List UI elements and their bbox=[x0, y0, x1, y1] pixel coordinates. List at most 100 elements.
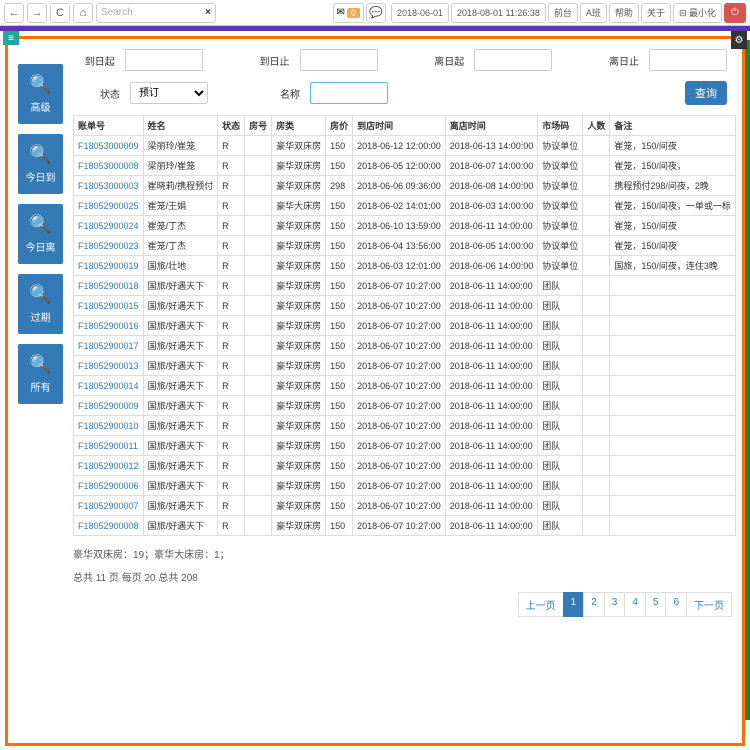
col-header[interactable]: 市场码 bbox=[538, 116, 583, 136]
help-button[interactable]: 帮助 bbox=[609, 3, 639, 23]
cell: 团队 bbox=[538, 396, 583, 416]
table-row[interactable]: F18052900009国旅/好遇天下R豪华双床房1502018-06-07 1… bbox=[74, 396, 736, 416]
table-row[interactable]: F18052900019国旅/壮地R豪华双床房1502018-06-03 12:… bbox=[74, 256, 736, 276]
bill-link[interactable]: F18052900025 bbox=[78, 201, 139, 211]
col-header[interactable]: 到店时间 bbox=[353, 116, 446, 136]
cell: 协议单位 bbox=[538, 196, 583, 216]
table-row[interactable]: F18052900016国旅/好遇天下R豪华双床房1502018-06-07 1… bbox=[74, 316, 736, 336]
table-row[interactable]: F18052900006国旅/好遇天下R豪华双床房1502018-06-07 1… bbox=[74, 476, 736, 496]
bill-link[interactable]: F18052900018 bbox=[78, 281, 139, 291]
power-button[interactable]: ⏻ bbox=[724, 3, 746, 23]
col-header[interactable]: 姓名 bbox=[143, 116, 218, 136]
table-row[interactable]: F18052900014国旅/好遇天下R豪华双床房1502018-06-07 1… bbox=[74, 376, 736, 396]
table-row[interactable]: F18052900011国旅/好遇天下R豪华双床房1502018-06-07 1… bbox=[74, 436, 736, 456]
sidebar-item-0[interactable]: 🔍高级 bbox=[18, 64, 63, 124]
cell bbox=[583, 276, 610, 296]
menu-icon[interactable]: ≡ bbox=[3, 31, 19, 45]
bill-link[interactable]: F18052900006 bbox=[78, 481, 139, 491]
bill-link[interactable]: F18052900024 bbox=[78, 221, 139, 231]
bill-link[interactable]: F18052900011 bbox=[78, 441, 138, 451]
table-row[interactable]: F18053000009梁丽玲/崔笼R豪华双床房1502018-06-12 12… bbox=[74, 136, 736, 156]
table-row[interactable]: F18053000008梁丽玲/崔笼R豪华双床房1502018-06-05 12… bbox=[74, 156, 736, 176]
bill-link[interactable]: F18052900010 bbox=[78, 421, 139, 431]
cell: 梁丽玲/崔笼 bbox=[143, 136, 218, 156]
content-area: 到日起 到日止 离日起 离日止 状态 预订 名称 查询 bbox=[73, 49, 732, 733]
bill-link[interactable]: F18052900016 bbox=[78, 321, 139, 331]
bill-link[interactable]: F18052900013 bbox=[78, 361, 139, 371]
table-row[interactable]: F18052900018国旅/好遇天下R豪华双床房1502018-06-07 1… bbox=[74, 276, 736, 296]
forward-button[interactable]: → bbox=[27, 3, 47, 23]
table-row[interactable]: F18052900012国旅/好遇天下R豪华双床房1502018-06-07 1… bbox=[74, 456, 736, 476]
leave-from-input[interactable] bbox=[474, 49, 552, 71]
bill-link[interactable]: F18052900007 bbox=[78, 501, 139, 511]
leave-to-input[interactable] bbox=[649, 49, 727, 71]
cell bbox=[610, 336, 736, 356]
cell: 崔笼/丁杰 bbox=[143, 236, 218, 256]
shift-button[interactable]: A班 bbox=[580, 3, 607, 23]
query-button[interactable]: 查询 bbox=[685, 81, 727, 105]
sidebar-item-3[interactable]: 🔍过期 bbox=[18, 274, 63, 334]
cell bbox=[245, 216, 272, 236]
arrive-to-input[interactable] bbox=[300, 49, 378, 71]
bill-link[interactable]: F18052900009 bbox=[78, 401, 139, 411]
pager-page[interactable]: 5 bbox=[645, 592, 667, 617]
about-button[interactable]: 关于 bbox=[641, 3, 671, 23]
table-row[interactable]: F18052900008国旅/好遇天下R豪华双床房1502018-06-07 1… bbox=[74, 516, 736, 536]
sidebar-item-2[interactable]: 🔍今日离 bbox=[18, 204, 63, 264]
pager-page[interactable]: 3 bbox=[604, 592, 626, 617]
minimize-button[interactable]: ⊟ 最小化 bbox=[673, 3, 722, 23]
mail-button[interactable]: ✉0 bbox=[333, 3, 364, 23]
table-row[interactable]: F18052900013国旅/好遇天下R豪华双床房1502018-06-07 1… bbox=[74, 356, 736, 376]
table-row[interactable]: F18052900015国旅/好遇天下R豪华双床房1502018-06-07 1… bbox=[74, 296, 736, 316]
bill-link[interactable]: F18052900014 bbox=[78, 381, 139, 391]
sidebar-item-4[interactable]: 🔍所有 bbox=[18, 344, 63, 404]
col-header[interactable]: 备注 bbox=[610, 116, 736, 136]
arrive-from-input[interactable] bbox=[125, 49, 203, 71]
cell: 团队 bbox=[538, 316, 583, 336]
search-input[interactable]: Search × bbox=[96, 3, 216, 23]
back-button[interactable]: ← bbox=[4, 3, 24, 23]
bill-link[interactable]: F18052900015 bbox=[78, 301, 139, 311]
leave-to-label: 离日止 bbox=[602, 53, 639, 68]
home-button[interactable]: ⌂ bbox=[73, 3, 93, 23]
col-header[interactable]: 房价 bbox=[326, 116, 353, 136]
bill-link[interactable]: F18053000008 bbox=[78, 161, 139, 171]
table-row[interactable]: F18052900024崔笼/丁杰R豪华双床房1502018-06-10 13:… bbox=[74, 216, 736, 236]
col-header[interactable]: 离店时间 bbox=[445, 116, 538, 136]
refresh-button[interactable]: C bbox=[50, 3, 70, 23]
status-select[interactable]: 预订 bbox=[130, 82, 208, 104]
table-row[interactable]: F18052900010国旅/好遇天下R豪华双床房1502018-06-07 1… bbox=[74, 416, 736, 436]
chat-button[interactable]: 💬 bbox=[366, 3, 386, 23]
col-header[interactable]: 人数 bbox=[583, 116, 610, 136]
bill-link[interactable]: F18052900012 bbox=[78, 461, 139, 471]
table-row[interactable]: F18052900017国旅/好遇天下R豪华双床房1502018-06-07 1… bbox=[74, 336, 736, 356]
pager-page[interactable]: 4 bbox=[624, 592, 646, 617]
bill-link[interactable]: F18053000009 bbox=[78, 141, 139, 151]
arrive-from-label: 到日起 bbox=[78, 53, 115, 68]
sidebar-item-1[interactable]: 🔍今日到 bbox=[18, 134, 63, 194]
pager-next[interactable]: 下一页 bbox=[686, 592, 732, 617]
pager-page[interactable]: 1 bbox=[563, 592, 585, 617]
cell: 豪华双床房 bbox=[272, 276, 326, 296]
col-header[interactable]: 房号 bbox=[245, 116, 272, 136]
cell bbox=[245, 376, 272, 396]
bill-link[interactable]: F18052900023 bbox=[78, 241, 139, 251]
front-button[interactable]: 前台 bbox=[548, 3, 578, 23]
table-row[interactable]: F18053000003崔晓莉/携程预付R豪华双床房2982018-06-06 … bbox=[74, 176, 736, 196]
pager-page[interactable]: 6 bbox=[665, 592, 687, 617]
col-header[interactable]: 账单号 bbox=[74, 116, 144, 136]
settings-icon[interactable]: ⚙ bbox=[731, 31, 747, 49]
col-header[interactable]: 状态 bbox=[218, 116, 245, 136]
bill-link[interactable]: F18052900019 bbox=[78, 261, 139, 271]
clear-search-icon[interactable]: × bbox=[205, 7, 211, 18]
pager-prev[interactable]: 上一页 bbox=[518, 592, 564, 617]
table-row[interactable]: F18052900023崔笼/丁杰R豪华双床房1502018-06-04 13:… bbox=[74, 236, 736, 256]
bill-link[interactable]: F18052900008 bbox=[78, 521, 139, 531]
bill-link[interactable]: F18053000003 bbox=[78, 181, 139, 191]
table-row[interactable]: F18052900025崔笼/王娟R豪华大床房1502018-06-02 14:… bbox=[74, 196, 736, 216]
pager-page[interactable]: 2 bbox=[583, 592, 605, 617]
col-header[interactable]: 房类 bbox=[272, 116, 326, 136]
bill-link[interactable]: F18052900017 bbox=[78, 341, 139, 351]
name-input[interactable] bbox=[310, 82, 388, 104]
table-row[interactable]: F18052900007国旅/好遇天下R豪华双床房1502018-06-07 1… bbox=[74, 496, 736, 516]
